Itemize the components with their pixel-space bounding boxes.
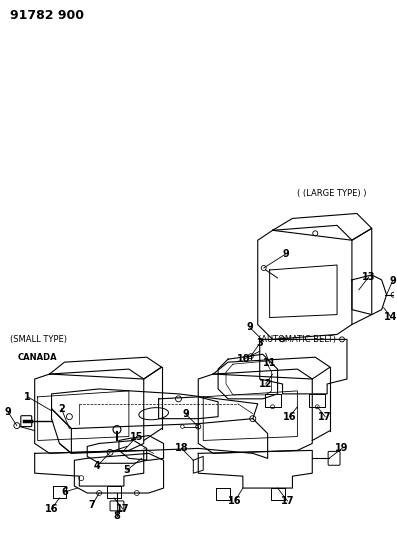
Text: 9: 9 [389,276,396,286]
Text: 18: 18 [175,443,188,454]
Text: 3: 3 [256,338,263,349]
Text: 9: 9 [282,249,289,259]
Text: 16: 16 [45,504,58,514]
Text: 1: 1 [24,392,31,402]
Text: 19: 19 [335,443,349,454]
Text: 9: 9 [182,409,189,419]
Text: 91782 900: 91782 900 [10,9,84,22]
Text: 15: 15 [130,432,144,441]
Text: 8: 8 [114,511,120,521]
Text: 2: 2 [58,404,65,414]
Text: 10: 10 [237,354,251,364]
Text: 17: 17 [281,496,294,506]
Text: 13: 13 [362,272,376,282]
Text: ( (LARGE TYPE) ): ( (LARGE TYPE) ) [297,189,367,198]
Text: 14: 14 [384,312,397,321]
Text: 9: 9 [4,407,11,417]
Text: 17: 17 [318,411,332,422]
Text: 6: 6 [61,487,68,497]
Text: 16: 16 [283,411,296,422]
Text: 5: 5 [123,465,130,475]
Text: (SMALL TYPE): (SMALL TYPE) [10,335,67,344]
Text: CANADA: CANADA [18,353,58,362]
Text: 16: 16 [228,496,242,506]
Text: 9: 9 [247,322,253,333]
Text: 4: 4 [94,461,100,471]
Text: 12: 12 [259,379,272,389]
Text: 7: 7 [89,500,96,510]
Text: 17: 17 [116,504,130,514]
Text: 11: 11 [263,358,276,368]
Text: (AUTOMATIC BELT): (AUTOMATIC BELT) [258,335,336,344]
